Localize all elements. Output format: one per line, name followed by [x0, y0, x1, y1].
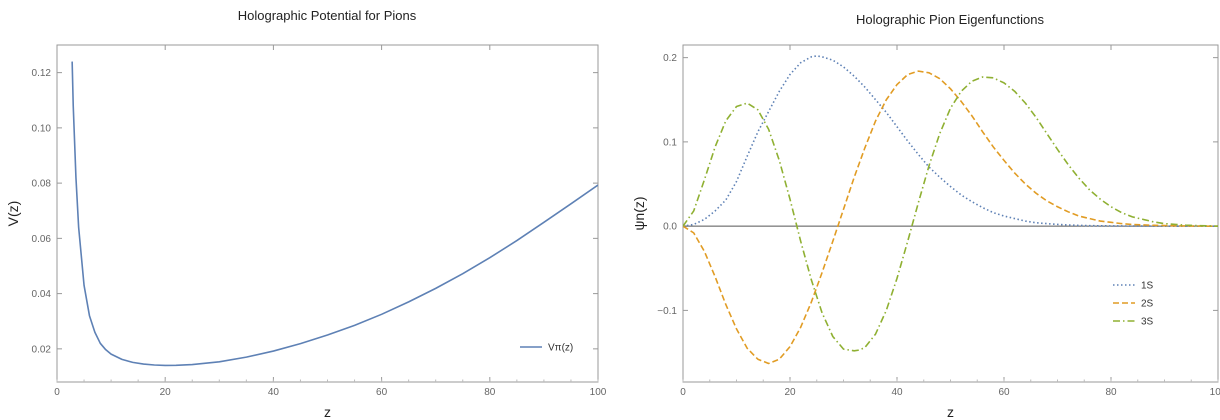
x-tick-label: 20 [784, 387, 796, 398]
legend-entry: 2S [1113, 299, 1154, 310]
y-tick-label: 0.12 [32, 68, 52, 79]
y-tick-label: 0.06 [32, 234, 52, 245]
y-tick-label: −0.1 [657, 306, 677, 317]
plot-frame [682, 44, 1219, 383]
x-tick-label: 60 [998, 387, 1010, 398]
chart-title: Holographic Pion Eigenfunctions [856, 12, 1044, 27]
y-axis-label: V(z) [5, 201, 21, 227]
x-tick-label: 100 [1210, 387, 1220, 398]
series-line-v-z- [71, 61, 598, 367]
legend-entry: 1S [1113, 281, 1154, 292]
y-tick-label: 0.02 [32, 344, 52, 355]
x-axis-label: z [324, 404, 331, 420]
y-tick-label: 0.10 [32, 123, 52, 134]
x-axis-label: z [947, 404, 954, 420]
x-tick-label: 80 [484, 387, 496, 398]
y-tick-label: 0.08 [32, 179, 52, 190]
legend-entry: 3S [1113, 317, 1154, 328]
chart-1: Holographic Potential for Pions 0 20 40 60 80… [5, 8, 607, 420]
series-line-3s [683, 76, 1218, 352]
y-tick-label: 0.04 [32, 289, 52, 300]
y-tick-label: 0.2 [663, 53, 677, 64]
series-line-2s [683, 70, 1218, 365]
x-tick-label: 0 [680, 387, 686, 398]
y-axis-label: ψn(z) [631, 196, 647, 230]
x-tick-label: 0 [54, 387, 60, 398]
legend-label: 1S [1141, 281, 1154, 292]
chart-2: Holographic Pion Eigenfunctions 0 20 40 60 80… [631, 12, 1220, 420]
chart-title: Holographic Potential for Pions [238, 8, 417, 23]
legend-label: 2S [1141, 299, 1154, 310]
legend-label: Vπ(z) [548, 343, 573, 354]
plot-frame [56, 44, 599, 383]
legend-entry: Vπ(z) [520, 343, 573, 354]
x-tick-label: 20 [160, 387, 172, 398]
x-tick-label: 60 [376, 387, 388, 398]
x-tick-label: 100 [590, 387, 607, 398]
y-tick-label: 0.1 [663, 137, 677, 148]
legend-label: 3S [1141, 317, 1154, 328]
x-tick-label: 40 [891, 387, 903, 398]
x-tick-label: 40 [268, 387, 280, 398]
y-tick-label: 0.0 [663, 222, 677, 233]
series-line-1s [683, 55, 1218, 227]
x-tick-label: 80 [1105, 387, 1117, 398]
